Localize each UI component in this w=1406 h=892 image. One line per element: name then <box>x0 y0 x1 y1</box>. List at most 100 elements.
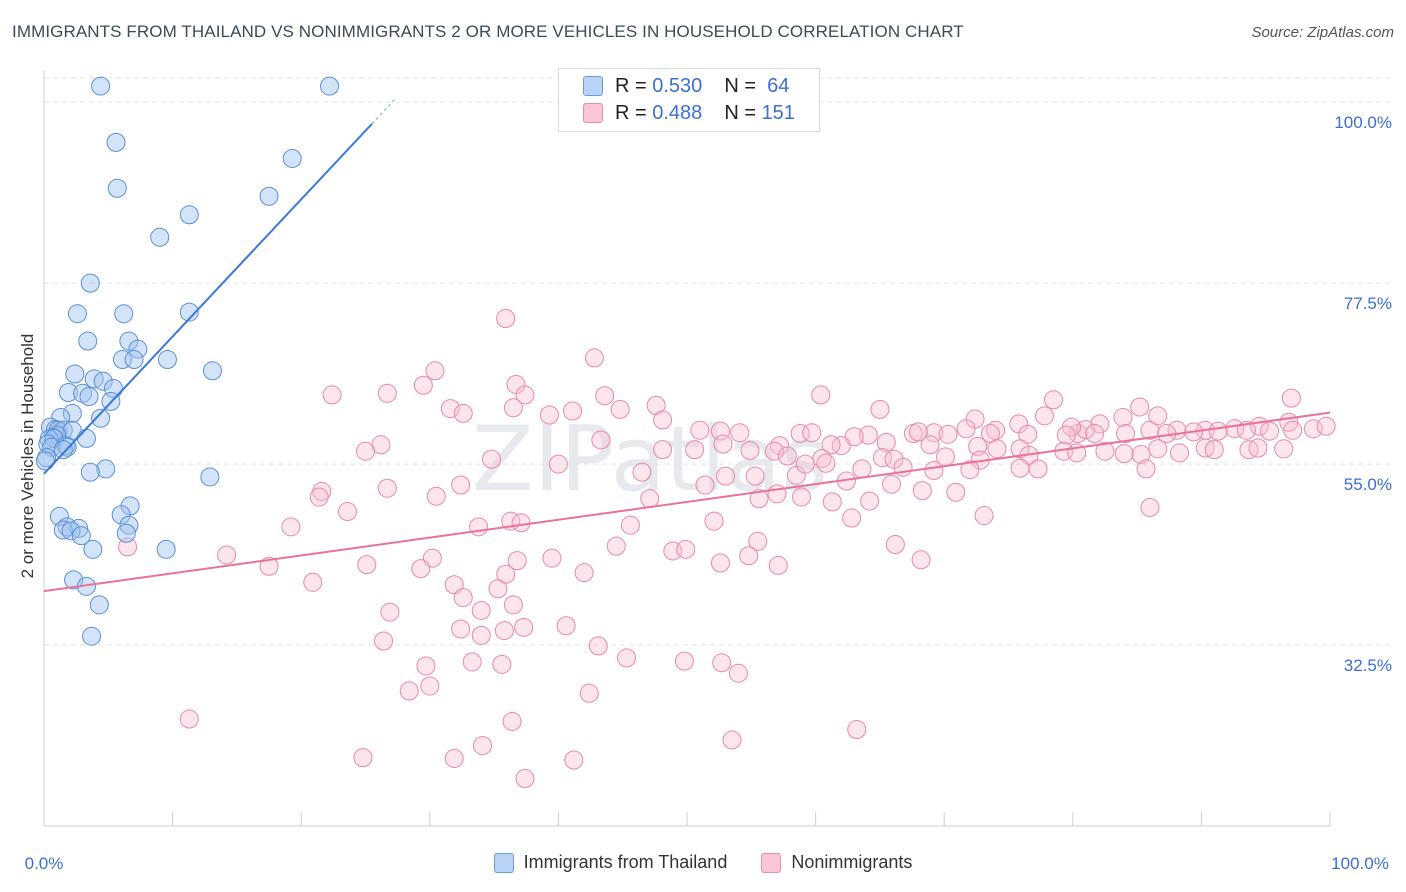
nonimmigrant-point <box>542 548 562 568</box>
nonimmigrant-point <box>440 399 460 419</box>
thailand-point <box>319 76 339 96</box>
nonimmigrant-point <box>451 475 471 495</box>
thailand-point <box>53 520 73 540</box>
nonimmigrant-point <box>353 748 373 768</box>
legend-swatch-nonimmigrants <box>583 103 603 123</box>
thailand-point <box>78 331 98 351</box>
nonimmigrant-point <box>728 663 748 683</box>
nonimmigrant-point <box>444 748 464 768</box>
r-value-thailand: 0.530 <box>652 74 703 97</box>
nonimmigrant-point <box>420 676 440 696</box>
series-legend: Immigrants from Thailand Nonimmigrants <box>0 852 1406 873</box>
nonimmigrant-point <box>337 502 357 522</box>
nonimmigrant-point <box>588 636 608 656</box>
nonimmigrant-point <box>488 579 508 599</box>
nonimmigrant-point <box>640 489 660 509</box>
nonimmigrant-trend-line <box>43 411 1331 593</box>
nonimmigrant-point <box>1140 498 1160 518</box>
nonimmigrant-point <box>416 656 436 676</box>
nonimmigrant-point <box>730 423 750 443</box>
thailand-point <box>93 371 113 391</box>
nonimmigrant-point <box>802 423 822 443</box>
thailand-point <box>89 595 109 615</box>
nonimmigrant-point <box>1131 444 1151 464</box>
nonimmigrant-point <box>503 595 523 615</box>
nonimmigrant-point <box>574 563 594 583</box>
thailand-point <box>79 387 99 407</box>
nonimmigrant-point <box>563 401 583 421</box>
nonimmigrant-point <box>777 446 797 466</box>
nonimmigrant-point <box>852 459 872 479</box>
nonimmigrant-point <box>924 423 944 443</box>
legend-label-nonimmigrants: Nonimmigrants <box>791 852 913 872</box>
nonimmigrant-point <box>564 750 584 770</box>
nonimmigrant-point <box>377 478 397 498</box>
nonimmigrant-point <box>179 709 199 729</box>
thailand-point <box>65 364 85 384</box>
thailand-point <box>282 148 302 168</box>
nonimmigrant-point <box>987 439 1007 459</box>
nonimmigrant-point <box>118 537 138 557</box>
nonimmigrant-point <box>704 511 724 531</box>
nonimmigrant-point <box>620 515 640 535</box>
nonimmigrant-point <box>811 385 831 405</box>
thailand-point <box>80 462 100 482</box>
thailand-point <box>128 339 148 359</box>
thailand-point <box>82 626 102 646</box>
n-label: N = <box>724 74 756 97</box>
nonimmigrant-point <box>749 489 769 509</box>
thailand-point <box>119 515 139 535</box>
nonimmigrant-point <box>1204 440 1224 460</box>
nonimmigrant-point <box>482 449 502 469</box>
n-label: N = <box>724 101 756 124</box>
legend-label-thailand: Immigrants from Thailand <box>523 852 728 872</box>
nonimmigrant-point <box>1281 388 1301 408</box>
nonimmigrant-point <box>1274 439 1294 459</box>
thailand-trend-line <box>43 123 373 475</box>
nonimmigrant-point <box>1316 416 1336 436</box>
nonimmigrant-point <box>469 517 489 537</box>
thailand-point <box>202 361 222 381</box>
r-value-nonimmigrants: 0.488 <box>652 101 703 124</box>
nonimmigrant-point <box>411 559 431 579</box>
y-tick-label: 55.0% <box>1344 475 1392 494</box>
nonimmigrant-point <box>503 398 523 418</box>
legend-item-thailand: Immigrants from Thailand <box>493 852 728 873</box>
nonimmigrant-point <box>911 550 931 570</box>
nonimmigrant-point <box>713 434 733 454</box>
nonimmigrant-point <box>1116 424 1136 444</box>
thailand-point <box>71 526 91 546</box>
nonimmigrant-point <box>1170 443 1190 463</box>
nonimmigrant-point <box>646 395 666 415</box>
nonimmigrant-point <box>740 440 760 460</box>
nonimmigrant-point <box>986 420 1006 440</box>
thailand-point <box>76 428 96 448</box>
thailand-point <box>91 408 111 428</box>
nonimmigrant-point <box>1090 414 1110 434</box>
nonimmigrant-point <box>695 475 715 495</box>
nonimmigrant-point <box>502 711 522 731</box>
nonimmigrant-point <box>1095 441 1115 461</box>
nonimmigrant-point <box>816 453 836 473</box>
legend-item-nonimmigrants: Nonimmigrants <box>761 852 912 873</box>
nonimmigrant-point <box>1248 438 1268 458</box>
nonimmigrant-point <box>1114 444 1134 464</box>
nonimmigrant-point <box>847 719 867 739</box>
nonimmigrant-point <box>870 399 890 419</box>
nonimmigrant-point <box>885 535 905 555</box>
nonimmigrant-point <box>579 683 599 703</box>
thailand-point <box>37 448 57 468</box>
thailand-point <box>259 186 279 206</box>
nonimmigrant-point <box>858 425 878 445</box>
stats-row-nonimmigrants: R = 0.488 N = 151 <box>583 101 795 125</box>
nonimmigrant-point <box>946 482 966 502</box>
watermark: ZIPatlas <box>472 407 828 512</box>
nonimmigrant-point <box>1035 406 1055 426</box>
x-tick-label: 100.0% <box>1331 854 1389 873</box>
nonimmigrant-point <box>739 546 759 566</box>
nonimmigrant-point <box>357 555 377 575</box>
nonimmigrant-point <box>507 551 527 571</box>
thailand-point <box>96 459 116 479</box>
nonimmigrant-point <box>356 441 375 461</box>
nonimmigrant-point <box>924 461 944 481</box>
